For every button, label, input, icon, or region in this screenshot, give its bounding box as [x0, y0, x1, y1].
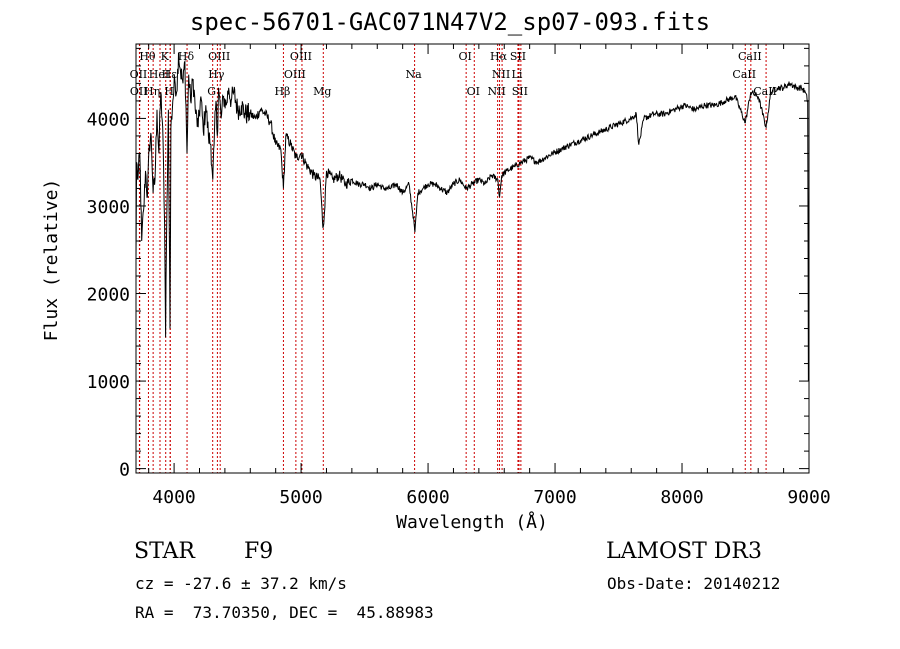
reference-line-label: Hβ [274, 85, 290, 98]
reference-line-label: NII [492, 68, 510, 81]
y-axis-label: Flux (relative) [41, 179, 62, 342]
y-tick-label: 2000 [87, 285, 130, 306]
reference-line-label: OI [458, 50, 471, 63]
spectrum-line [135, 52, 810, 382]
reference-line-label: SII [512, 85, 528, 98]
reference-line-label: Hγ [208, 68, 225, 81]
x-axis-ticks: 4000 5000 6000 7000 8000 9000 [148, 44, 831, 508]
coordinates: RA = 73.70350, DEC = 45.88983 [135, 603, 434, 622]
reference-line-label: Mg [313, 85, 331, 98]
reference-line-label: Hη [144, 85, 160, 98]
reference-line-label: Hθ [139, 50, 156, 63]
y-axis-ticks: 0 1000 2000 3000 4000 [87, 47, 809, 481]
reference-line-label: OIII [284, 68, 306, 81]
reference-line-label: H [164, 85, 174, 98]
reference-line-label: OII [130, 85, 148, 98]
x-axis-label: Wavelength (Å) [396, 511, 548, 533]
object-subclass: F9 [244, 539, 274, 564]
y-tick-label: 0 [119, 460, 130, 481]
reference-line-label: SII [510, 50, 526, 63]
reference-line-label: Hα [490, 50, 508, 63]
x-tick-label: 8000 [660, 487, 703, 508]
x-tick-label: 4000 [152, 487, 195, 508]
reference-lines [138, 44, 767, 473]
x-tick-label: 7000 [533, 487, 576, 508]
reference-line-label: CaII [732, 68, 756, 81]
reference-line-label: Hε [162, 68, 178, 81]
reference-line-label: CaII [738, 50, 762, 63]
reference-line-label: CaII [753, 85, 777, 98]
x-tick-label: 5000 [279, 487, 322, 508]
redshift-velocity: cz = -27.6 ± 37.2 km/s [135, 574, 347, 593]
reference-line-label: OII [130, 68, 148, 81]
reference-line-label: G [207, 85, 216, 98]
reference-line-label: Na [406, 68, 423, 81]
reference-line-label: OIII [208, 50, 230, 63]
observation-date: Obs-Date: 20140212 [607, 574, 781, 593]
reference-line-label: Hδ [178, 50, 195, 63]
reference-line-labels: HθOIIOIIHηHeIKHHδHεGHγOIIIHβOIIIOIIIMgNa… [130, 50, 777, 98]
reference-line-label: HeI [149, 68, 169, 81]
reference-line-label: OI [467, 85, 480, 98]
x-tick-label: 9000 [787, 487, 830, 508]
reference-line-label: NII [487, 85, 505, 98]
y-tick-label: 1000 [87, 372, 130, 393]
survey-name: LAMOST DR3 [606, 539, 762, 564]
object-class: STAR [134, 539, 195, 564]
x-tick-label: 6000 [406, 487, 449, 508]
chart-title: spec-56701-GAC071N47V2_sp07-093.fits [189, 8, 711, 36]
y-tick-label: 3000 [87, 197, 130, 218]
reference-line-label: K [161, 50, 170, 63]
reference-line-label: OIII [290, 50, 312, 63]
y-tick-label: 4000 [87, 109, 130, 130]
reference-line-label: Li [512, 68, 523, 81]
